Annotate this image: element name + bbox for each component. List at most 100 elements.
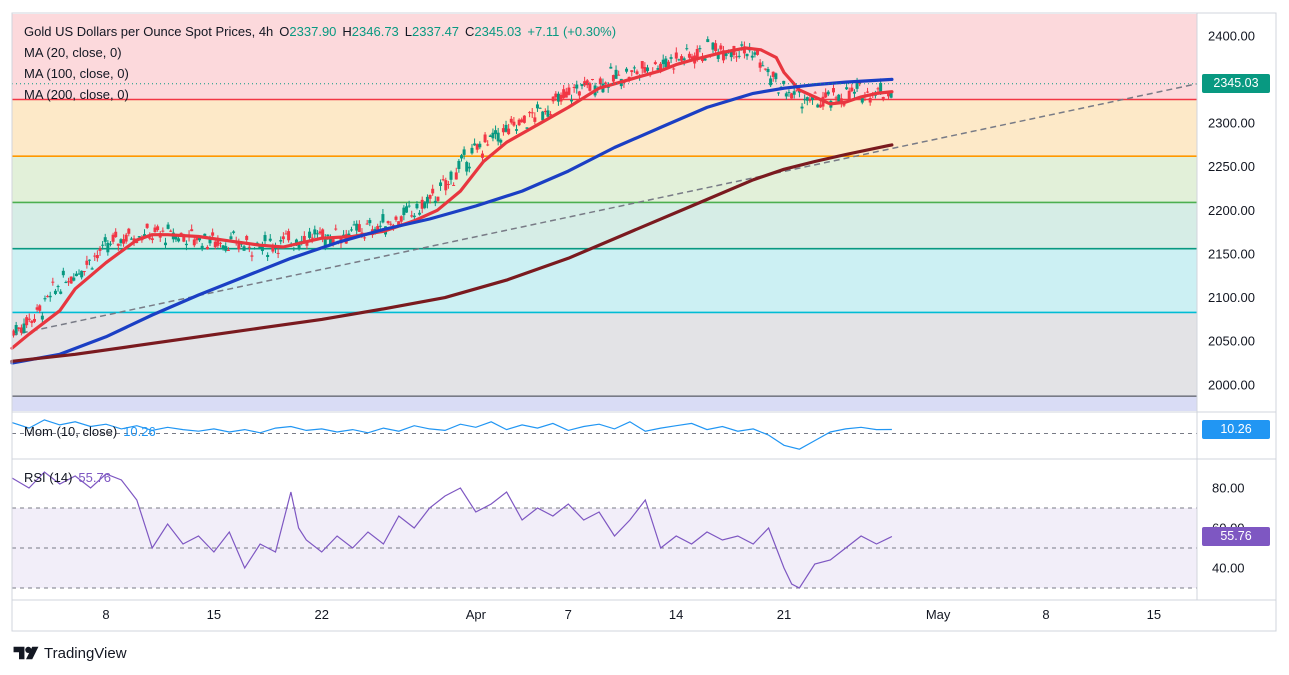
candle-body [632, 67, 636, 69]
candle-body [868, 97, 872, 103]
candle-body [148, 237, 152, 239]
candle-body [879, 82, 883, 92]
candle-body [321, 229, 325, 239]
candle-body [758, 62, 762, 68]
candle-body [349, 229, 353, 231]
candle-body [93, 255, 97, 257]
candle-body [881, 96, 885, 99]
candle-body [245, 236, 249, 240]
candle-body [308, 231, 312, 238]
ma200-legend[interactable]: MA (200, close, 0) [24, 87, 129, 102]
candle-body [462, 149, 466, 155]
candle-body [556, 93, 560, 102]
candle-body [811, 96, 815, 101]
candle-body [562, 89, 566, 98]
candle-body [454, 172, 458, 180]
tradingview-brand[interactable]: TradingView [12, 642, 127, 664]
symbol-legend[interactable]: Gold US Dollars per Ounce Spot Prices, 4… [24, 24, 622, 39]
candle-body [774, 73, 778, 80]
candle-body [59, 291, 63, 294]
candle-body [541, 111, 545, 121]
momentum-line [11, 419, 892, 450]
candle-body [67, 281, 71, 283]
time-tick-label: May [926, 607, 951, 622]
candle-body [156, 226, 160, 231]
candle-body [604, 82, 608, 84]
candle-body [305, 241, 309, 246]
candle-body [659, 63, 663, 71]
fib-zone-6 [12, 396, 1197, 411]
candle-body [232, 231, 236, 233]
candle-body [559, 94, 563, 102]
candle-body [719, 45, 723, 50]
price-tick-label: 2100.00 [1208, 290, 1255, 305]
candle-body [535, 104, 539, 109]
candle-body [635, 71, 639, 75]
candle-body [886, 91, 890, 97]
time-tick-label: 15 [1147, 607, 1161, 622]
candle-body [127, 228, 131, 234]
candle-body [77, 273, 81, 275]
candle-body [570, 99, 574, 102]
ma100-legend[interactable]: MA (100, close, 0) [24, 66, 129, 81]
candle-body [436, 196, 440, 201]
ma20-legend[interactable]: MA (20, close, 0) [24, 45, 122, 60]
candle-body [334, 228, 338, 230]
candle-body [499, 139, 503, 143]
candle-body [740, 44, 744, 46]
candle-body [577, 91, 581, 96]
candle-body [750, 55, 754, 58]
rsi-legend[interactable]: RSI (14) 55.76 [24, 470, 117, 485]
candle-body [475, 144, 479, 150]
ma20-line [10, 46, 894, 350]
candle-body [680, 56, 684, 61]
candle-body [745, 53, 749, 57]
candle-body [711, 42, 715, 50]
outer-frame [11, 12, 1277, 632]
candle-body [163, 242, 167, 246]
candle-body [580, 84, 584, 87]
candle-body [478, 143, 482, 148]
candle-body [690, 56, 694, 60]
candle-body [452, 184, 456, 186]
candle-body [792, 91, 796, 95]
last-price-badge: 2345.03 [1202, 74, 1270, 94]
candle-body [572, 86, 576, 88]
candle-body [465, 162, 469, 172]
candle-body [494, 130, 498, 135]
candle-body [533, 117, 537, 122]
candle-body [326, 234, 330, 237]
candle-body [444, 180, 448, 191]
candle-body [376, 226, 380, 230]
candle-body [504, 124, 508, 132]
candle-body [51, 281, 55, 283]
momentum-panel [11, 419, 1197, 450]
candle-body [192, 239, 196, 246]
candle-body [190, 229, 194, 232]
candle-body [664, 58, 668, 68]
candle-body [203, 233, 207, 237]
candle-body [250, 255, 254, 257]
candle-body [389, 223, 393, 225]
candle-body [517, 119, 521, 126]
candle-body [64, 281, 68, 284]
candle-body [38, 305, 42, 311]
candle-body [735, 56, 739, 58]
candle-body [617, 74, 621, 76]
candle-body [761, 65, 765, 67]
candle-body [653, 62, 657, 65]
candle-body [145, 223, 149, 228]
candle-body [72, 277, 76, 281]
time-tick-label: 14 [669, 607, 683, 622]
candle-body [483, 134, 487, 143]
candle-body [737, 55, 741, 57]
candle-body [420, 199, 424, 209]
candle-body [111, 234, 115, 242]
candle-body [143, 234, 147, 237]
mom-legend[interactable]: Mom (10, close) 10.26 [24, 424, 162, 439]
candle-body [672, 68, 676, 70]
candle-body [441, 179, 445, 181]
candle-body [12, 330, 16, 336]
candle-body [784, 93, 788, 97]
